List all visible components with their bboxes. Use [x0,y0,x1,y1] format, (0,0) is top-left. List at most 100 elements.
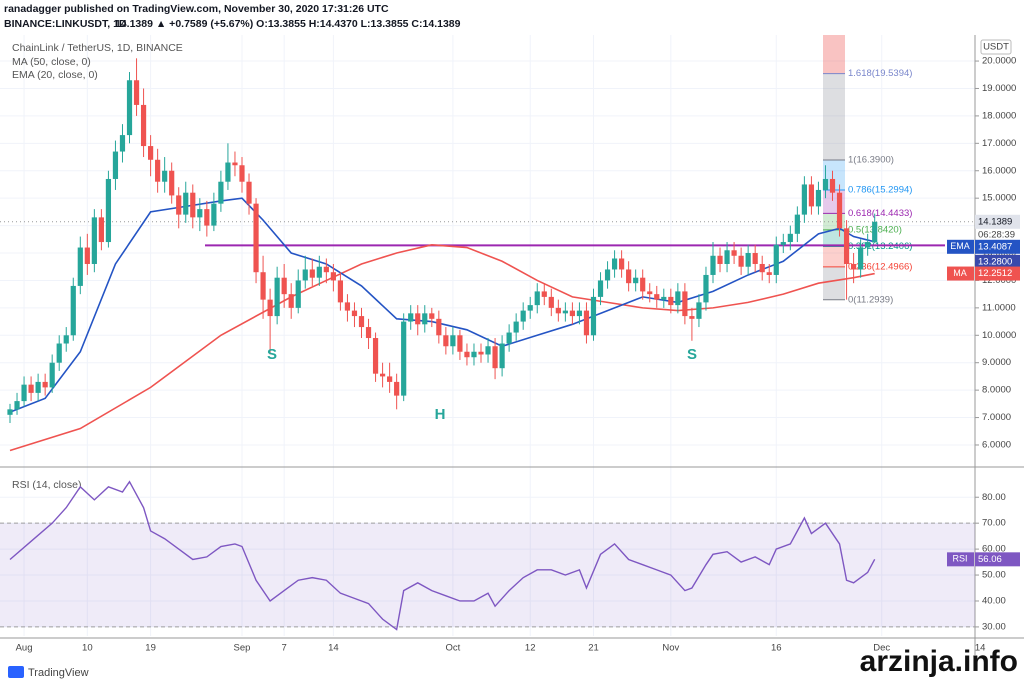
candle-body [822,178,829,190]
tag-name-box [947,239,974,254]
candle-body [865,242,871,248]
candle-body [562,310,568,314]
candle-body [640,277,646,292]
candle-body [401,321,407,396]
y-tick-label: 17.0000 [982,138,1016,149]
candle-body [464,351,470,358]
y-tick-label: 16.0000 [982,165,1016,176]
fib-label: 0.786(15.2994) [848,184,912,195]
brand-logo [8,666,24,678]
candle-body [239,165,245,182]
x-tick-label: 16 [771,643,782,654]
candle-body [851,263,857,270]
candle-body [21,384,27,402]
candle-body [197,209,203,218]
price-tag [975,214,1020,229]
candle-body [794,214,800,234]
candle-body [379,373,386,377]
candle-body [387,376,393,382]
candle-body [611,258,618,270]
pattern-label: H [435,406,446,423]
candle-body [98,217,104,243]
candle-body [309,269,315,278]
candle-body [506,332,512,344]
y-tick-label: 20.0000 [982,56,1016,67]
candle-body [527,305,533,311]
candle-body [647,291,653,295]
candle-body [801,184,807,215]
candle-body [654,294,660,300]
candle-body [471,351,477,358]
tag-value-box [975,266,1020,281]
candle-body [738,255,744,267]
candle-body [429,313,435,319]
candle-body [499,343,505,369]
candle-body [604,269,611,281]
rsi-title: RSI (14, close) [12,479,81,491]
candle-body [84,247,90,264]
candle-body [372,338,379,374]
candle-body [843,228,850,264]
x-tick-label: 7 [282,643,287,654]
fib-zone [823,35,845,74]
candle-body [126,80,133,136]
chart-title: ChainLink / TetherUS, 1D, BINANCE [12,42,183,54]
watermark: arzinja.info [860,645,1018,678]
y-tick-label: 70.00 [982,518,1006,529]
unit-box[interactable] [980,39,1012,55]
y-tick-label: 6.0000 [982,439,1011,450]
candle-body [731,250,737,256]
candle-body [77,247,83,286]
candle-body [56,343,62,363]
fib-label: 1.618(19.5394) [848,68,912,79]
candle-body [394,381,400,396]
x-tick-label: Sep [234,643,251,654]
tag-name: MA [953,268,967,278]
candle-body [112,151,119,179]
fib-zone [823,266,845,300]
candle-body [710,255,716,275]
candle-body [717,255,723,264]
x-tick-label: Nov [662,643,679,654]
tag-value-box [975,552,1020,567]
candle-body [724,250,730,264]
candle-body [836,192,843,229]
indicator-line [9,243,875,452]
unit: USDT [983,42,1009,53]
candle-body [745,253,751,267]
y-tick-label: 30.00 [982,621,1006,632]
candle-body [682,291,688,317]
y-tick-label: 18.0000 [982,110,1016,121]
candle-body [408,313,414,322]
fib-zone [823,73,845,161]
fib-zone [823,160,845,190]
candle-body [183,192,189,215]
candle-body [520,310,526,322]
candle-body [766,272,772,275]
x-tick-label: Aug [16,643,33,654]
candle-body [365,327,372,339]
candle-body [35,381,41,393]
candle-body [274,277,280,317]
candle-body [169,170,175,196]
candle-body [541,291,547,297]
x-tick-label: 21 [588,643,599,654]
candle-body [457,335,463,352]
candle-body [119,135,126,152]
candle-body [7,409,13,415]
candle-body [858,247,864,270]
fib-label: 0.618(14.4433) [848,208,912,219]
candle-body [534,291,540,306]
candle-body [759,263,765,273]
candle-body [49,362,55,388]
candle-body [148,146,154,160]
candle-body [752,253,758,264]
tag-name: RSI [952,554,967,564]
candle-body [829,178,836,193]
tag-name-box [947,266,974,281]
brand: TradingView [28,667,89,679]
candle-body [590,296,597,336]
pattern-label: S [687,346,697,363]
candle-body [337,280,344,303]
